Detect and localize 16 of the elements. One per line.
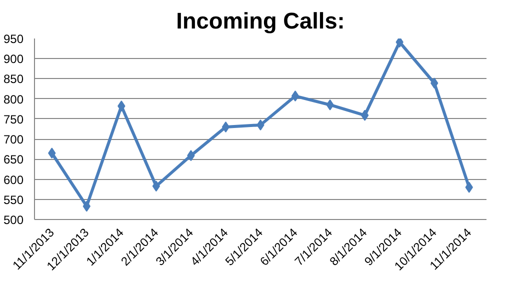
point bbox=[152, 180, 160, 192]
y-tick-label: 850 bbox=[3, 72, 24, 86]
y-tick-label: 750 bbox=[3, 112, 24, 126]
y-tick-label: 650 bbox=[3, 152, 24, 167]
point bbox=[360, 110, 369, 121]
chart-title: Incoming Calls: bbox=[176, 8, 345, 34]
point bbox=[396, 38, 404, 48]
y-tick-label: 950 bbox=[3, 32, 24, 46]
y-tick-label: 900 bbox=[3, 52, 24, 66]
point bbox=[222, 121, 230, 132]
point bbox=[291, 90, 300, 102]
y-tick-label: 700 bbox=[3, 132, 24, 147]
y-tick-label: 550 bbox=[3, 192, 24, 207]
y-tick-label: 800 bbox=[3, 92, 24, 106]
y-tick-label: 500 bbox=[3, 213, 24, 227]
y-tick-label: 600 bbox=[3, 172, 24, 187]
